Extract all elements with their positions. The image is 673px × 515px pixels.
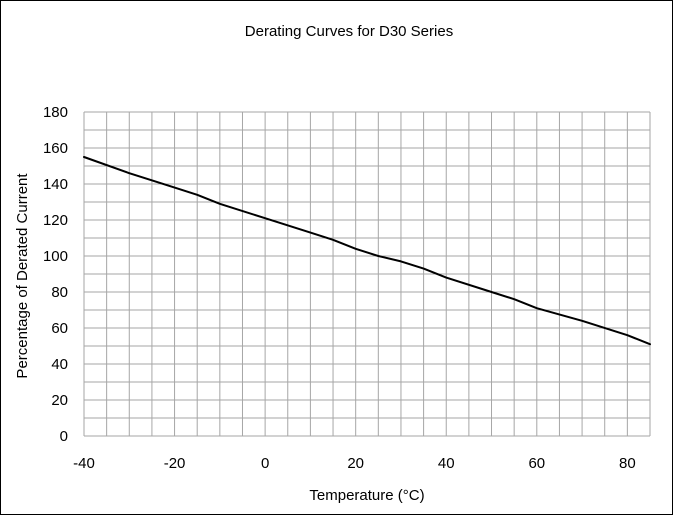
x-tick-labels: -40 -20 0 20 40 60 80 (73, 455, 636, 472)
y-tick-label: 40 (51, 356, 68, 373)
y-tick-label: 120 (43, 212, 68, 229)
y-tick-label: 60 (51, 320, 68, 337)
x-tick-label: 20 (347, 455, 364, 472)
x-tick-label: -40 (73, 455, 95, 472)
y-tick-label: 180 (43, 104, 68, 121)
x-tick-label: 60 (528, 455, 545, 472)
chart-title: Derating Curves for D30 Series (245, 23, 453, 40)
x-tick-label: 80 (619, 455, 636, 472)
y-tick-labels: 0 20 40 60 80 100 120 140 160 180 (43, 104, 68, 445)
y-tick-label: 160 (43, 140, 68, 157)
y-tick-label: 140 (43, 176, 68, 193)
y-tick-label: 80 (51, 284, 68, 301)
x-tick-label: -20 (164, 455, 186, 472)
series-group (83, 156, 651, 346)
x-tick-label: 40 (438, 455, 455, 472)
y-gridlines (84, 111, 650, 437)
series-line (83, 156, 651, 346)
plot-area: -40 -20 0 20 40 60 80 0 20 40 60 80 100 120 140 160 180 (43, 104, 651, 472)
y-tick-label: 0 (60, 428, 68, 445)
x-axis-title: Temperature (°C) (309, 487, 424, 504)
y-axis-title: Percentage of Derated Current (14, 173, 31, 379)
y-tick-label: 20 (51, 392, 68, 409)
y-tick-label: 100 (43, 248, 68, 265)
x-tick-label: 0 (261, 455, 269, 472)
